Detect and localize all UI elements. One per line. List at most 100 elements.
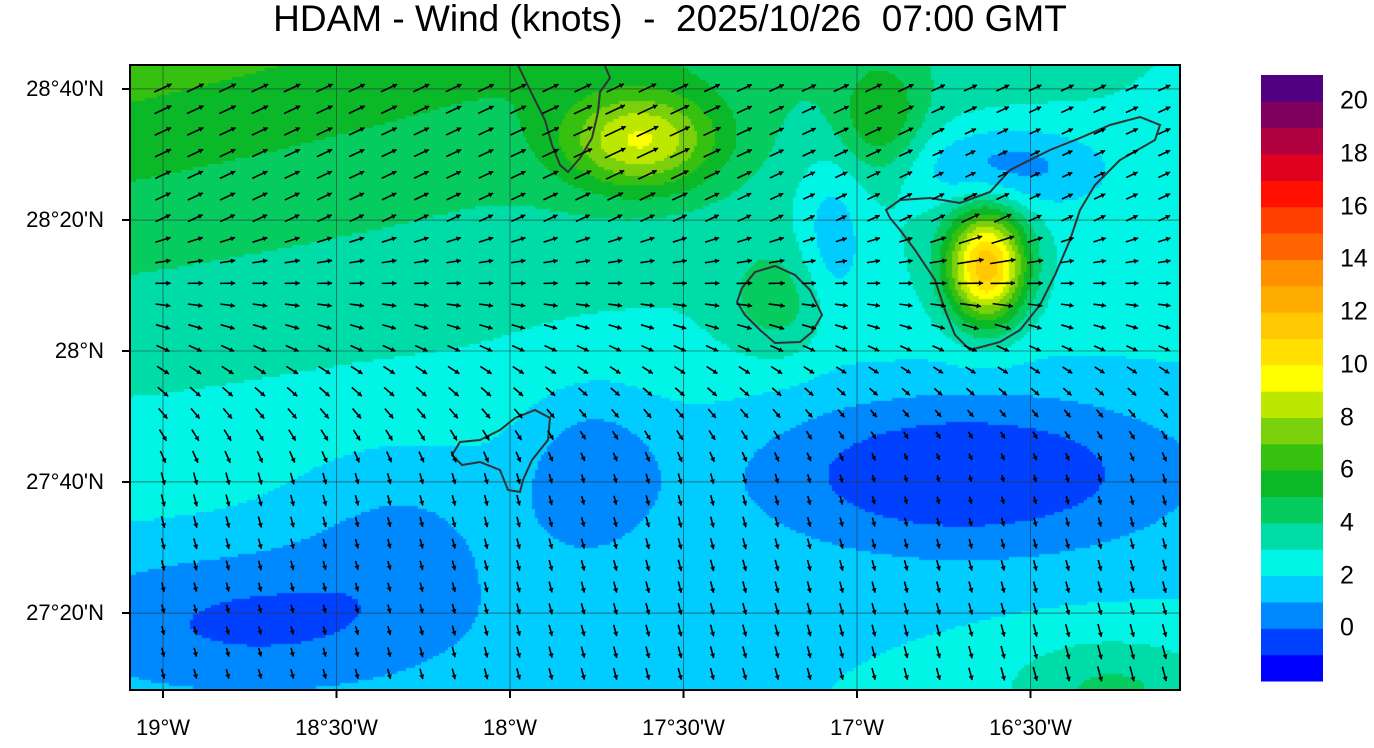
- wind-arrow: [220, 344, 235, 353]
- wind-arrow: [220, 280, 236, 286]
- wind-arrow: [419, 516, 425, 528]
- wind-arrow: [899, 214, 913, 222]
- colorbar-band: [1261, 575, 1323, 603]
- wind-arrow: [1093, 106, 1107, 114]
- wind-arrow: [645, 602, 651, 615]
- wind-arrow: [996, 106, 1010, 114]
- wind-arrow: [413, 83, 430, 93]
- wind-arrow: [736, 127, 753, 136]
- wind-arrow: [478, 192, 494, 201]
- wind-arrow: [315, 83, 334, 93]
- wind-arrow: [903, 474, 909, 483]
- wind-arrow: [1032, 496, 1038, 505]
- wind-arrow: [160, 625, 166, 636]
- wind-arrow: [802, 236, 816, 243]
- wind-arrow: [381, 170, 397, 179]
- wind-arrow: [1061, 214, 1074, 222]
- wind-arrow: [1126, 366, 1138, 374]
- wind-arrow: [967, 496, 973, 505]
- wind-arrow: [643, 408, 652, 419]
- wind-arrow: [225, 516, 231, 528]
- wind-arrow: [673, 365, 686, 375]
- wind-arrow: [483, 668, 489, 680]
- wind-arrow: [902, 409, 910, 418]
- wind-arrow: [997, 128, 1009, 135]
- wind-arrow: [513, 408, 523, 419]
- wind-arrow: [801, 323, 817, 330]
- wind-arrow: [252, 323, 268, 330]
- wind-arrow: [1158, 366, 1170, 374]
- wind-arrow: [288, 450, 296, 463]
- wind-arrow: [644, 451, 651, 462]
- wind-arrow: [898, 258, 913, 264]
- wind-arrow: [677, 559, 683, 572]
- wind-arrow: [1125, 149, 1139, 157]
- wind-arrow: [414, 302, 429, 308]
- wind-arrow: [580, 667, 586, 680]
- wind-arrow: [322, 560, 328, 571]
- wind-arrow: [836, 387, 847, 397]
- wind-arrow: [605, 169, 625, 180]
- colorbar-label: 6: [1340, 455, 1354, 484]
- wind-arrow: [1064, 474, 1070, 483]
- wind-arrow: [1157, 84, 1171, 92]
- wind-arrow: [835, 280, 848, 286]
- wind-arrow: [579, 430, 587, 440]
- wind-arrow: [548, 495, 554, 506]
- wind-arrow: [837, 409, 846, 418]
- wind-arrow: [867, 324, 881, 330]
- wind-arrow: [935, 581, 942, 593]
- wind-arrow: [351, 386, 363, 397]
- wind-arrow: [838, 624, 845, 637]
- wind-arrow: [963, 106, 978, 114]
- wind-arrow: [223, 429, 232, 442]
- wind-arrow: [806, 452, 812, 462]
- wind-arrow: [903, 431, 909, 440]
- wind-arrow: [284, 148, 301, 158]
- wind-arrow: [709, 624, 716, 637]
- wind-arrow: [736, 323, 752, 331]
- wind-arrow: [645, 516, 651, 528]
- wind-arrow: [1125, 127, 1139, 135]
- colorbar-label: 18: [1340, 139, 1368, 168]
- wind-arrow: [254, 386, 266, 397]
- wind-arrow: [290, 516, 296, 528]
- wind-arrow: [414, 214, 429, 223]
- wind-arrow: [1161, 473, 1167, 484]
- wind-arrow: [968, 602, 974, 615]
- wind-arrow: [160, 538, 166, 550]
- wind-arrow: [386, 625, 392, 636]
- wind-arrow: [900, 366, 912, 374]
- wind-arrow: [320, 429, 329, 441]
- wind-arrow: [451, 516, 457, 528]
- wind-arrow: [284, 192, 300, 201]
- wind-arrow: [643, 430, 652, 441]
- wind-arrow: [645, 495, 651, 506]
- wind-arrow: [386, 582, 392, 592]
- wind-arrow: [482, 429, 490, 441]
- wind-arrow: [645, 667, 651, 680]
- wind-arrow: [285, 344, 299, 353]
- wind-arrow: [999, 431, 1006, 440]
- wind-arrow: [1095, 409, 1104, 418]
- wind-arrow: [284, 214, 300, 223]
- wind-arrow: [871, 538, 877, 549]
- wind-arrow: [1158, 171, 1171, 179]
- wind-arrow: [1125, 236, 1139, 243]
- wind-arrow: [354, 625, 360, 636]
- x-tick-label: 17°30'W: [642, 715, 725, 740]
- wind-arrow: [677, 667, 683, 680]
- wind-arrow: [318, 365, 331, 375]
- wind-arrow: [740, 408, 749, 419]
- wind-arrow: [1000, 624, 1006, 637]
- wind-arrow: [963, 192, 978, 201]
- wind-arrow: [833, 105, 850, 114]
- wind-arrow: [612, 646, 619, 659]
- wind-arrow: [580, 646, 586, 659]
- wind-arrow: [871, 646, 877, 659]
- wind-arrow: [703, 170, 721, 180]
- wind-arrow: [446, 170, 462, 179]
- wind-arrow: [1097, 517, 1103, 527]
- wind-arrow: [803, 214, 815, 222]
- wind-arrow: [709, 559, 715, 572]
